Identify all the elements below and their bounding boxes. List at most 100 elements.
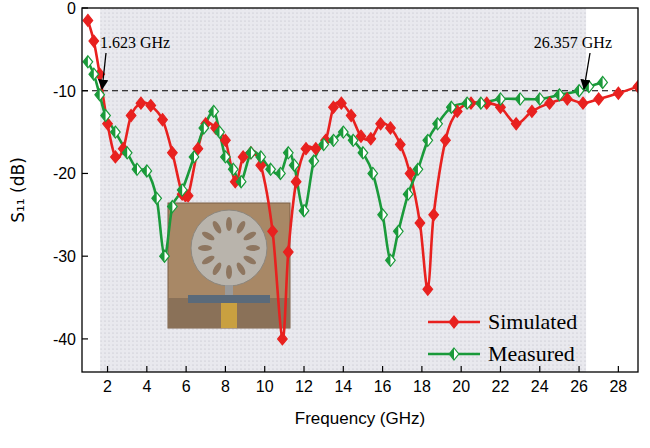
point bbox=[215, 126, 225, 138]
point bbox=[515, 93, 525, 105]
photo-slot bbox=[201, 254, 216, 266]
marker-fill bbox=[429, 209, 439, 221]
point bbox=[366, 133, 376, 145]
marker-fill bbox=[527, 105, 537, 117]
photo-slot bbox=[235, 220, 247, 235]
point bbox=[89, 68, 99, 80]
photo-slot bbox=[226, 265, 232, 279]
y-tick-label: -20 bbox=[53, 165, 76, 182]
photo-connector bbox=[221, 303, 237, 328]
marker-bg bbox=[476, 97, 486, 109]
point bbox=[368, 167, 378, 179]
marker-half bbox=[289, 159, 294, 171]
y-axis-title: S₁₁ (dB) bbox=[8, 157, 28, 223]
marker-bg bbox=[348, 134, 358, 146]
marker-bg bbox=[101, 110, 111, 122]
x-tick bbox=[186, 366, 187, 372]
marker-bg bbox=[276, 167, 286, 179]
marker-half bbox=[199, 122, 204, 134]
point bbox=[329, 134, 339, 146]
marker-bg bbox=[122, 147, 132, 159]
x-tick-label: 2 bbox=[103, 378, 112, 395]
point bbox=[545, 97, 555, 109]
marker-bg bbox=[215, 126, 225, 138]
marker-bg bbox=[189, 151, 199, 163]
photo-slot bbox=[211, 261, 223, 276]
point bbox=[266, 163, 276, 175]
marker-bg bbox=[423, 134, 433, 146]
marker-fill bbox=[283, 246, 293, 258]
marker-half bbox=[449, 348, 454, 360]
marker-fill bbox=[301, 143, 311, 155]
marker-fill bbox=[136, 97, 146, 109]
point bbox=[476, 97, 486, 109]
marker-half bbox=[246, 147, 251, 159]
y-tick bbox=[82, 338, 88, 339]
point bbox=[511, 118, 521, 130]
marker-half bbox=[209, 105, 214, 117]
marker-half bbox=[309, 155, 314, 167]
marker-bg bbox=[168, 201, 178, 213]
point bbox=[209, 105, 219, 117]
marker-fill bbox=[395, 139, 405, 151]
marker-fill bbox=[545, 97, 555, 109]
marker-bg bbox=[598, 76, 608, 88]
marker-half bbox=[276, 167, 281, 179]
marker-bg bbox=[199, 122, 209, 134]
point bbox=[423, 134, 433, 146]
point bbox=[527, 105, 537, 117]
point bbox=[462, 97, 472, 109]
marker-bg bbox=[132, 163, 142, 175]
legend: SimulatedMeasured bbox=[428, 309, 577, 366]
marker-half bbox=[378, 209, 383, 221]
marker-fill bbox=[423, 283, 433, 295]
marker-bg bbox=[496, 93, 506, 105]
photo-disk bbox=[191, 210, 267, 286]
marker-bg bbox=[283, 147, 293, 159]
photo-slot bbox=[211, 220, 223, 235]
point bbox=[301, 143, 311, 155]
marker-half bbox=[329, 134, 334, 146]
marker-bg bbox=[433, 118, 443, 130]
point bbox=[83, 14, 93, 26]
point bbox=[168, 201, 178, 213]
x-tick-label: 22 bbox=[492, 378, 510, 395]
point bbox=[337, 97, 347, 109]
threshold-line bbox=[82, 90, 638, 91]
marker-half bbox=[299, 205, 304, 217]
marker-bg bbox=[266, 163, 276, 175]
x-tick bbox=[539, 366, 540, 372]
x-axis-title: Frequency (GHz) bbox=[295, 409, 425, 428]
x-tick bbox=[303, 366, 304, 372]
point bbox=[429, 209, 439, 221]
point bbox=[95, 89, 105, 101]
marker-fill bbox=[376, 118, 386, 130]
marker-half bbox=[515, 93, 520, 105]
marker-half bbox=[535, 93, 540, 105]
frame bbox=[82, 8, 638, 372]
marker-fill bbox=[89, 35, 99, 47]
x-tick bbox=[578, 366, 579, 372]
chart: 2468101214161820222426280-10-20-30-40Fre… bbox=[0, 0, 650, 448]
marker-bg bbox=[447, 101, 457, 113]
point bbox=[535, 93, 545, 105]
point bbox=[423, 283, 433, 295]
marker-fill bbox=[337, 97, 347, 109]
y-tick bbox=[82, 173, 88, 174]
x-tick bbox=[618, 366, 619, 372]
marker-half bbox=[189, 151, 194, 163]
marker-fill bbox=[246, 147, 256, 159]
point bbox=[309, 155, 319, 167]
legend-marker bbox=[449, 348, 459, 360]
y-tick bbox=[82, 256, 88, 257]
marker-half bbox=[283, 147, 288, 159]
marker-half bbox=[160, 250, 165, 262]
legend-label: Simulated bbox=[488, 309, 577, 334]
marker-bg bbox=[142, 165, 152, 177]
marker-bg bbox=[299, 205, 309, 217]
marker-half bbox=[221, 151, 226, 163]
x-tick-label: 8 bbox=[221, 378, 230, 395]
point bbox=[289, 159, 299, 171]
point bbox=[152, 192, 162, 204]
photo-ground bbox=[188, 295, 270, 303]
